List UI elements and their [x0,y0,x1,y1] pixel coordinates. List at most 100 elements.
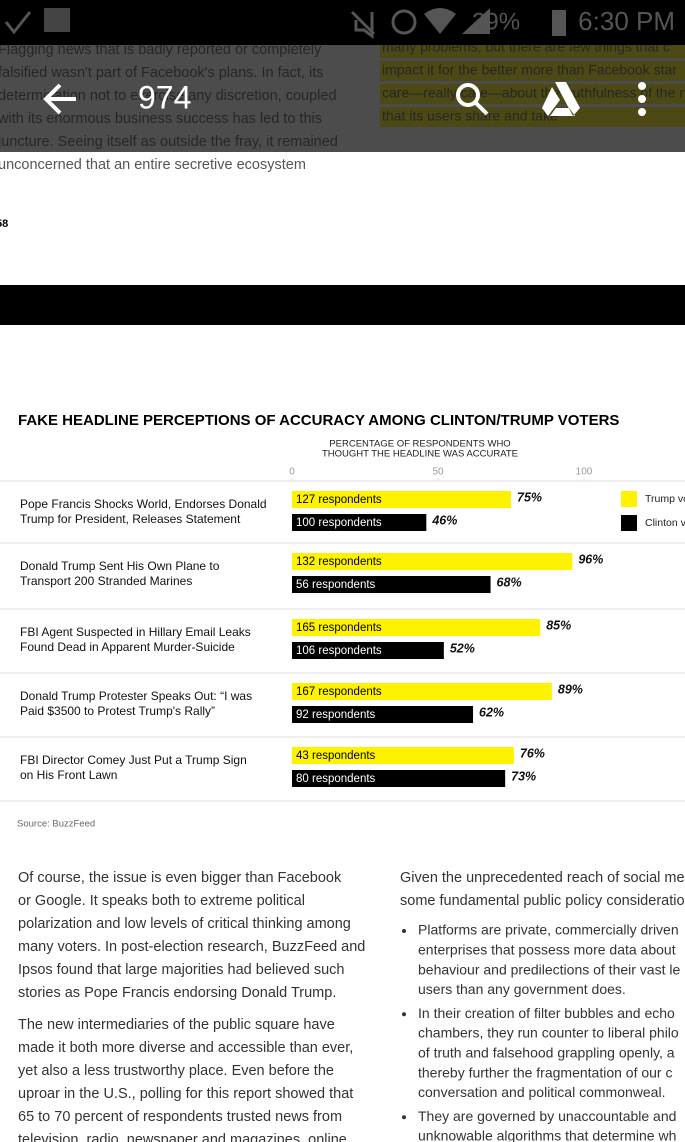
respondent-label: 132 respondents [296,556,382,568]
menu-button[interactable] [638,82,646,116]
body-line: many voters. In post-election research, … [18,939,365,955]
bullet-line: chambers, they run counter to liberal ph… [418,1025,679,1041]
body-line: Ipsos found that large majorities had be… [18,962,344,978]
respondent-label: 167 respondents [296,686,382,698]
bar [292,642,444,659]
bullet [402,1012,406,1017]
category-label: Trump for President, Releases Statement [20,512,241,526]
check-icon [4,11,32,35]
bar [292,706,474,723]
toolbar [0,45,685,152]
body-line: stories as Pope Francis endorsing Donald… [18,985,336,1001]
alarm-icon [391,9,417,35]
menu-dot [638,108,646,116]
x-tick-label: 50 [432,467,444,478]
legend-swatch [621,515,637,531]
source: Source: BuzzFeed [17,819,95,830]
respondent-label: 56 respondents [296,579,376,591]
bullet [402,929,406,933]
bar [292,747,514,764]
respondent-label: 80 respondents [296,773,376,785]
value-label: 96% [578,552,603,566]
value-label: 46% [431,513,457,527]
body-text: Of course, the issue is even bigger than… [18,870,685,1142]
bullet [402,1115,406,1120]
category-label: Paid $3500 to Protest Trump's Rally” [20,704,215,718]
chart-title: FAKE HEADLINE PERCEPTIONS OF ACCURACY AM… [18,412,619,429]
bar [292,770,506,787]
bar [292,683,552,700]
status-icons [4,8,566,39]
value-label: 73% [511,769,536,783]
value-label: 75% [517,490,542,504]
axis-label: THOUGHT THE HEADLINE WAS ACCURATE [322,449,518,460]
value-label: 68% [497,575,522,589]
respondent-label: 165 respondents [296,622,382,634]
value-label: 62% [479,705,504,719]
battery-icon [552,10,566,36]
bullet-line: conversation and political commonweal. [418,1084,665,1100]
wifi-icon [424,8,456,34]
bar [292,514,427,531]
axis-label: PERCENTAGE OF RESPONDENTS WHO [329,439,510,450]
legend-label: Clinton v [645,517,685,529]
category-label: Transport 200 Stranded Marines [20,574,192,588]
body-line: some fundamental public policy considera… [400,893,685,909]
search-icon [456,83,480,107]
bullet-line: unknowable algorithms that determine wh [418,1128,676,1142]
respondent-label: 106 respondents [296,645,382,657]
x-tick-label: 0 [289,467,295,478]
bar [292,491,511,508]
body-line: or Google. It speaks both to extreme pol… [18,893,305,909]
body-line: Given the unprecedented reach of social … [400,870,685,886]
bullet-line: of truth and falsehood grappling openly,… [418,1045,675,1061]
back-button[interactable] [43,83,76,115]
chart: FAKE HEADLINE PERCEPTIONS OF ACCURACY AM… [0,412,685,830]
body-line: The new intermediaries of the public squ… [18,1017,335,1033]
category-label: Found Dead in Apparent Murder-Suicide [20,640,235,654]
search-button[interactable] [456,83,489,116]
bar [292,619,541,636]
page-number: 974 [138,79,191,115]
bullet-line: In their creation of filter bubbles and … [418,1005,675,1021]
body-line: yet also a less trustworthy place. Even … [18,1063,334,1079]
body-line: polarization and low levels of critical … [18,916,351,932]
mute-icon [350,10,376,39]
body-line: made it both more diverse and accessible… [18,1040,353,1056]
value-label: 89% [558,682,583,696]
battery-level: 29% [472,8,520,35]
drive-button[interactable] [542,82,580,116]
category-label: FBI Director Comey Just Put a Trump Sign [20,753,247,767]
bullet-line: They are governed by unaccountable and [418,1108,676,1124]
menu-dot [638,95,646,103]
bar [292,553,573,570]
black-band [0,285,685,325]
body-line: television, radio, newspaper and magazin… [18,1132,347,1142]
category-label: Donald Trump Sent His Own Plane to [20,559,220,573]
app-icon [44,8,70,32]
bar [292,576,491,593]
value-label: 52% [450,641,475,655]
value-label: 85% [546,618,571,632]
category-label: Donald Trump Protester Speaks Out: “I wa… [20,689,252,703]
category-label: Pope Francis Shocks World, Endorses Dona… [20,497,267,511]
bullet-line: behaviour and predilections of their vas… [418,961,680,977]
respondent-label: 100 respondents [296,517,382,529]
category-label: FBI Agent Suspected in Hillary Email Lea… [20,625,251,639]
body-line: Of course, the issue is even bigger than… [18,870,342,886]
body-line: 65 to 70 percent of respondents trusted … [18,1109,342,1125]
clock: 6:30 PM [578,6,675,36]
bullet-line: Platforms are private, commercially driv… [418,922,679,938]
background-line: unconcerned that an entire secretive eco… [0,157,306,173]
respondent-label: 92 respondents [296,709,376,721]
bullet-line: users than any government does. [418,981,626,997]
bullet-line: enterprises that possess more data about [418,942,676,958]
signal-icon [462,8,490,34]
search-handle [474,101,489,116]
menu-dot [638,82,646,90]
category-label: on His Front Lawn [20,768,117,782]
value-label: 76% [520,746,545,760]
body-line: uproar in the U.S., polling for this rep… [18,1086,353,1102]
